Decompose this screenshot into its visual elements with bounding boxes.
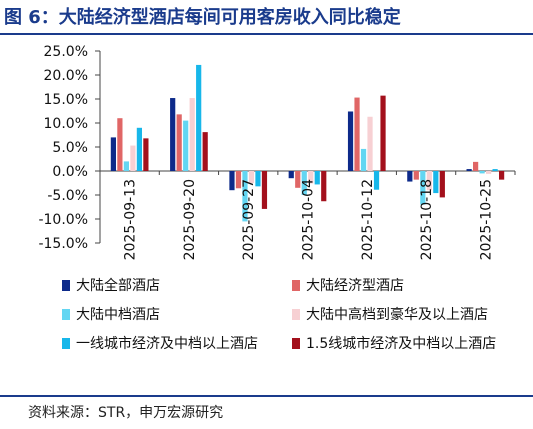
legend-swatch	[292, 279, 300, 291]
bar	[492, 169, 498, 171]
legend-label: 一线城市经济及中档以上酒店	[76, 336, 258, 352]
y-tick-label: -15.0%	[38, 236, 88, 252]
x-tick-label: 2025-09-27	[241, 179, 257, 260]
bar	[261, 171, 268, 209]
y-tick-label: 0.0%	[52, 164, 88, 180]
title-rule	[0, 33, 533, 35]
bar	[196, 64, 202, 171]
legend-label: 大陆中高档到豪华及以上酒店	[306, 307, 488, 323]
legend-label: 大陆中档酒店	[76, 307, 160, 323]
bar	[130, 145, 136, 171]
footer-rule	[0, 395, 533, 397]
bar	[143, 138, 149, 171]
bar	[242, 171, 248, 222]
bar	[420, 171, 426, 205]
legend-label: 大陆经济型酒店	[306, 278, 404, 294]
bar	[295, 171, 301, 188]
bar	[373, 171, 380, 190]
x-tick-label: 2025-09-20	[182, 179, 198, 260]
legend-swatch	[62, 279, 70, 291]
bar	[360, 148, 367, 171]
legend-item: 大陆经济型酒店	[292, 274, 404, 296]
y-tick-label: 5.0%	[52, 140, 88, 156]
y-tick-label: 20.0%	[44, 68, 88, 84]
bar	[176, 114, 182, 171]
bar	[308, 171, 314, 184]
bar	[117, 118, 123, 171]
legend: 大陆全部酒店 大陆经济型酒店大陆中档酒店 大陆中高档到豪华及以上酒店一线城市经济及中…	[0, 274, 533, 364]
bar	[473, 161, 479, 171]
bar	[486, 171, 492, 174]
legend-swatch	[62, 337, 70, 349]
legend-item: 大陆全部酒店	[62, 274, 160, 296]
bar	[202, 132, 208, 171]
legend-swatch	[292, 308, 300, 320]
legend-swatch	[292, 337, 300, 349]
chart-title: 图 6：大陆经济型酒店每间可用客房收入同比稳定	[4, 7, 401, 28]
bar	[235, 171, 242, 189]
bar	[255, 171, 261, 187]
bar	[314, 171, 320, 185]
bar	[189, 98, 195, 171]
legend-item: 大陆中档酒店	[62, 303, 160, 325]
x-tick-label: 2025-10-25	[478, 179, 494, 260]
legend-item: 1.5线城市经济及中档以上酒店	[292, 332, 496, 354]
x-tick-label: 2025-10-18	[419, 179, 435, 260]
source-note: 资料来源：STR，申万宏源研究	[28, 405, 224, 421]
y-tick-label: -10.0%	[38, 212, 88, 228]
bar	[426, 171, 432, 191]
bar	[301, 171, 307, 195]
legend-label: 大陆全部酒店	[76, 278, 160, 294]
legend-label: 1.5线城市经济及中档以上酒店	[306, 336, 497, 352]
bar	[354, 97, 360, 171]
bar	[183, 120, 189, 171]
bar	[367, 116, 373, 171]
bar	[499, 171, 505, 180]
bar	[248, 171, 255, 183]
y-tick-label: 25.0%	[44, 44, 88, 60]
bar	[136, 127, 142, 171]
x-tick-label: 2025-09-13	[123, 179, 139, 260]
legend-item: 一线城市经济及中档以上酒店	[62, 332, 258, 354]
bar	[466, 169, 472, 171]
bar	[433, 171, 439, 194]
x-tick-label: 2025-10-12	[360, 179, 376, 260]
y-tick-label: -5.0%	[47, 188, 88, 204]
bar	[479, 171, 485, 174]
x-tick-label: 2025-10-04	[301, 179, 317, 260]
legend-item: 大陆中高档到豪华及以上酒店	[292, 303, 488, 325]
bar	[288, 171, 294, 179]
legend-swatch	[62, 308, 70, 320]
bar	[407, 171, 413, 182]
bar	[229, 171, 235, 191]
bar	[110, 137, 116, 171]
y-tick-label: 10.0%	[44, 116, 88, 132]
bar	[380, 95, 386, 171]
bar	[347, 111, 354, 171]
bar	[413, 171, 419, 180]
y-tick-label: 15.0%	[44, 92, 88, 108]
bar-chart: 25.0% 20.0% 15.0% 10.0% 5.0% 0.0% -5.0% -10.0% -…	[38, 44, 516, 260]
bar	[439, 171, 445, 198]
bar	[123, 161, 129, 171]
bar	[170, 98, 176, 171]
bar	[321, 171, 327, 202]
